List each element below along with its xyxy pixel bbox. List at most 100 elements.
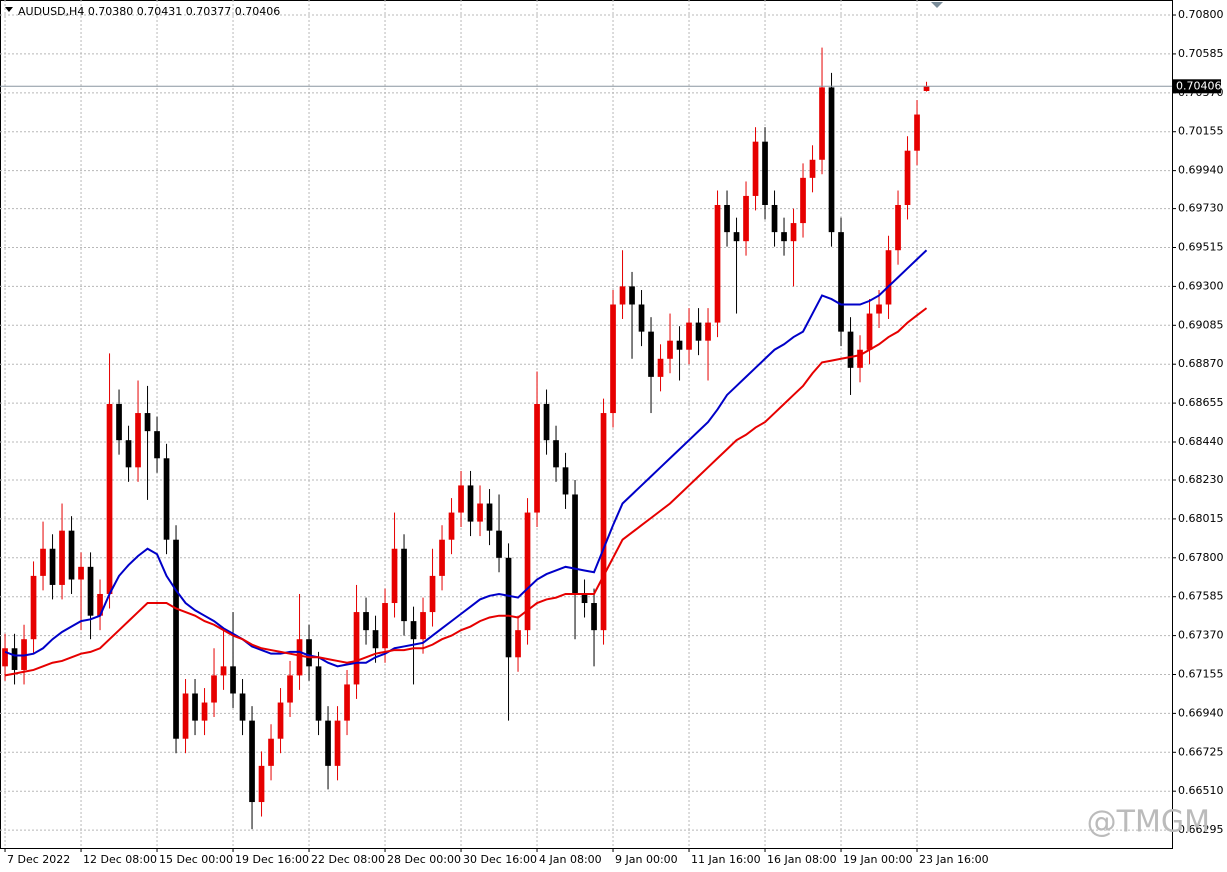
x-tick-label: 11 Jan 16:00 [691,853,761,866]
candle-body [97,593,103,616]
candle-body [144,413,151,432]
candle-body [572,494,578,594]
candle-body [287,675,293,703]
candle-body [543,404,550,441]
candle-body [562,467,569,495]
y-tick-label: 0.66510 [1178,784,1224,797]
candle-body [771,204,778,233]
y-tick-label: 0.68870 [1178,357,1224,370]
y-tick-label: 0.69085 [1178,318,1224,331]
y-tick-label: 0.70585 [1178,47,1224,60]
candle-body [667,340,673,359]
candle-body [524,512,531,631]
x-tick-label: 22 Dec 08:00 [311,853,385,866]
candle-body [296,639,303,676]
candle-body [211,675,217,703]
candle-body [496,530,502,558]
candle-body [334,720,341,766]
candle-body [752,141,759,196]
y-tick-label: 0.68440 [1178,435,1224,448]
candle-body [344,684,350,721]
y-tick-label: 0.69940 [1178,164,1224,177]
candle-body [581,593,588,604]
candle-body [163,458,170,540]
candle-body [591,603,597,631]
candle-body [439,539,445,576]
x-tick-label: 7 Dec 2022 [7,853,70,866]
candle-body [353,612,360,685]
moving-average [4,249,928,668]
candle-body [458,485,464,513]
candle-body [629,286,635,305]
title-icon [5,7,13,12]
candle-body [800,177,806,224]
candle-body [762,141,768,205]
candle-body [220,666,227,676]
candle-body [116,404,122,441]
candle-body [87,566,94,616]
candle-body [391,548,398,604]
candle-body [923,86,930,92]
candle-body [68,530,75,580]
moving-average [4,307,928,677]
candle-body [733,232,740,242]
candle-body [686,322,692,350]
x-tick-label: 30 Dec 16:00 [463,853,537,866]
y-tick-label: 0.66295 [1178,823,1224,836]
y-tick-label: 0.69300 [1178,279,1224,292]
candle-body [192,693,198,721]
candle-body [448,512,455,540]
candle-body [600,413,607,631]
candle-body [154,431,160,459]
y-tick-label: 0.70155 [1178,125,1224,138]
x-tick-label: 12 Dec 08:00 [83,853,157,866]
candle-body [258,765,265,803]
x-tick-label: 15 Dec 00:00 [159,853,233,866]
candle-body [268,738,274,766]
candle-body [315,666,322,721]
candle-body [401,548,407,622]
candle-body [201,702,208,721]
candle-body [2,648,8,667]
candle-body [724,204,730,233]
candle-body [420,612,426,640]
candle-body [372,630,379,649]
candle-body [638,304,645,332]
candle-body [714,204,721,323]
candle-body [249,720,255,803]
candle-body [382,603,388,649]
y-tick-label: 0.68230 [1178,473,1224,486]
x-tick-label: 19 Jan 00:00 [843,853,913,866]
candle-body [106,404,113,594]
candle-body [648,331,654,377]
y-tick-label: 0.66940 [1178,706,1224,719]
candle-body [657,358,664,377]
candle-body [363,612,369,631]
candle-body [743,195,749,242]
candle-body [828,87,835,233]
y-tick-label: 0.69515 [1178,241,1224,254]
x-tick-label: 23 Jan 16:00 [919,853,989,866]
watermark: @TMGM [1087,805,1210,840]
candle-body [59,530,65,585]
candle-body [277,702,284,739]
candle-body [705,322,711,341]
y-tick-label: 0.69730 [1178,202,1224,215]
x-tick-label: 28 Dec 00:00 [387,853,461,866]
candle-body [790,223,797,242]
candle-body [429,575,436,613]
candle-body [809,159,816,178]
candle-body [534,404,540,513]
candle-body [410,621,417,640]
candle-body [49,548,56,585]
candle-body [895,204,901,251]
current-price-label: 0.70406 [1176,79,1222,92]
candle-body [515,630,521,658]
y-tick-label: 0.68015 [1178,512,1224,525]
candle-body [40,548,46,576]
x-tick-label: 19 Dec 16:00 [235,853,309,866]
y-tick-label: 0.70800 [1178,8,1224,21]
candle-body [173,539,179,739]
y-tick-label: 0.67370 [1178,629,1224,642]
